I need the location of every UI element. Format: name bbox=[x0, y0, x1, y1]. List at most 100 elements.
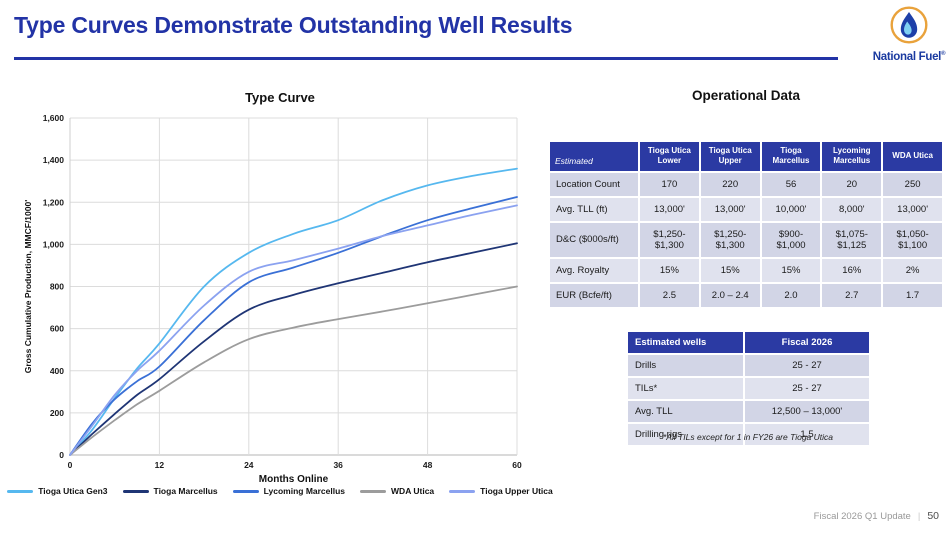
table-row: EUR (Bcfe/ft) 2.5 2.0 – 2.4 2.0 2.7 1.7 bbox=[550, 283, 942, 307]
type-curve-chart: 0 200 400 600 800 1,000 1,200 1,400 1,600 0 12 24 36… bbox=[23, 113, 522, 485]
table-row: Avg. Royalty 15% 15% 15% 16% 2% bbox=[550, 258, 942, 282]
data-cell: 1.7 bbox=[883, 283, 942, 307]
table-row: Drilling rigs 1.5 bbox=[628, 424, 869, 445]
data-cell: 16% bbox=[822, 258, 882, 282]
y-tick-label: 400 bbox=[50, 366, 64, 376]
data-cell: 2.0 bbox=[761, 283, 821, 307]
legend-line-swatch bbox=[449, 489, 476, 493]
legend-label: Lycoming Marcellus bbox=[263, 486, 346, 496]
legend-label: Tioga Marcellus bbox=[153, 486, 218, 496]
data-cell: 56 bbox=[761, 172, 821, 196]
legend-item: Tioga Upper Utica bbox=[449, 486, 553, 496]
y-tick-label: 1,200 bbox=[43, 197, 65, 207]
page-number: 50 bbox=[927, 510, 939, 522]
slide-footer: Fiscal 2026 Q1 Update | 50 bbox=[814, 510, 939, 522]
operational-data-table: Estimated Tioga Utica Lower Tioga Utica Up… bbox=[548, 140, 944, 309]
series-tioga-marcellus bbox=[69, 242, 518, 456]
data-cell: 25 - 27 bbox=[745, 378, 869, 399]
data-cell: 2.0 – 2.4 bbox=[700, 283, 760, 307]
x-tick-label: 60 bbox=[512, 460, 522, 470]
series-tioga-utica-gen3 bbox=[69, 167, 518, 456]
table-corner-label: Estimated bbox=[550, 142, 638, 171]
fiscal-header: Fiscal 2026 bbox=[745, 332, 869, 353]
x-axis-title: Months Online bbox=[259, 474, 329, 485]
y-tick-label: 1,600 bbox=[43, 113, 65, 123]
data-cell: 2.5 bbox=[640, 283, 699, 307]
row-label: Avg. TLL (ft) bbox=[550, 197, 638, 221]
data-cell: $1,075- $1,125 bbox=[822, 222, 882, 257]
chart-title: Type Curve bbox=[245, 90, 315, 105]
row-label: TILs* bbox=[628, 378, 743, 399]
legend-line-swatch bbox=[7, 489, 34, 493]
data-cell: 12,500 – 13,000' bbox=[745, 401, 869, 422]
legend-item: Tioga Marcellus bbox=[122, 486, 218, 496]
data-cell: 13,000' bbox=[700, 197, 760, 221]
y-tick-label: 200 bbox=[50, 408, 64, 418]
data-cell: 15% bbox=[761, 258, 821, 282]
data-cell: 2% bbox=[883, 258, 942, 282]
estimated-wells-table: Estimated wells Fiscal 2026 Drills 25 - 27 T… bbox=[626, 330, 871, 447]
table-row: Avg. TLL 12,500 – 13,000' bbox=[628, 401, 869, 422]
x-tick-label: 12 bbox=[155, 460, 165, 470]
y-tick-label: 0 bbox=[59, 450, 64, 460]
data-cell: 20 bbox=[822, 172, 882, 196]
data-cell: 15% bbox=[640, 258, 699, 282]
table-row: TILs* 25 - 27 bbox=[628, 378, 869, 399]
wells-header: Estimated wells bbox=[628, 332, 743, 353]
data-cell: 25 - 27 bbox=[745, 355, 869, 376]
column-header: Lycoming Marcellus bbox=[822, 142, 882, 171]
column-header: WDA Utica bbox=[883, 142, 942, 171]
series-tioga-upper-utica bbox=[69, 204, 518, 456]
data-cell: 250 bbox=[883, 172, 942, 196]
operational-data-title: Operational Data bbox=[691, 88, 801, 103]
row-label: Location Count bbox=[550, 172, 638, 196]
y-tick-label: 800 bbox=[50, 282, 64, 292]
data-cell: $900- $1,000 bbox=[761, 222, 821, 257]
table-footnote: *All TILs except for 1 in FY26 are Tioga… bbox=[663, 432, 833, 442]
row-label: Avg. Royalty bbox=[550, 258, 638, 282]
legend-label: WDA Utica bbox=[391, 486, 435, 496]
column-header: Tioga Utica Lower bbox=[640, 142, 699, 171]
legend-label: Tioga Utica Gen3 bbox=[38, 486, 108, 496]
row-label: D&C ($000s/ft) bbox=[550, 222, 638, 257]
national-fuel-flame-icon bbox=[890, 6, 928, 44]
series-wda-utica bbox=[69, 285, 518, 456]
y-tick-label: 600 bbox=[50, 324, 64, 334]
legend-line-swatch bbox=[360, 489, 387, 493]
y-tick-label: 1,000 bbox=[43, 239, 65, 249]
x-tick-label: 0 bbox=[68, 460, 73, 470]
data-cell: 13,000' bbox=[883, 197, 942, 221]
data-cell: 10,000' bbox=[761, 197, 821, 221]
row-label: Avg. TLL bbox=[628, 401, 743, 422]
chart-legend: Tioga Utica Gen3 Tioga Marcellus Lycoming … bbox=[7, 486, 553, 496]
footer-separator: | bbox=[917, 511, 921, 522]
column-header: Tioga Utica Upper bbox=[700, 142, 760, 171]
table-row: Avg. TLL (ft) 13,000' 13,000' 10,000' 8,000'… bbox=[550, 197, 942, 221]
table-row: D&C ($000s/ft) $1,250- $1,300 $1,250- $1,3… bbox=[550, 222, 942, 257]
row-label: Drills bbox=[628, 355, 743, 376]
data-cell: 2.7 bbox=[822, 283, 882, 307]
data-cell: $1,250- $1,300 bbox=[640, 222, 699, 257]
footer-label: Fiscal 2026 Q1 Update bbox=[813, 511, 911, 522]
x-tick-label: 36 bbox=[333, 460, 343, 470]
x-tick-label: 24 bbox=[244, 460, 254, 470]
row-label: Drilling rigs bbox=[628, 424, 743, 445]
legend-item: WDA Utica bbox=[360, 486, 434, 496]
data-cell: 1.5 bbox=[745, 424, 869, 445]
data-cell: $1,250- $1,300 bbox=[700, 222, 760, 257]
data-cell: 15% bbox=[700, 258, 760, 282]
data-cell: $1,050- $1,100 bbox=[883, 222, 942, 257]
data-cell: 8,000' bbox=[822, 197, 882, 221]
table-row: Location Count 170 220 56 20 250 bbox=[550, 172, 942, 196]
data-cell: 170 bbox=[640, 172, 699, 196]
title-underline bbox=[14, 57, 838, 60]
table-row: Drills 25 - 27 bbox=[628, 355, 869, 376]
series-lycoming-marcellus bbox=[69, 196, 518, 456]
y-tick-label: 1,400 bbox=[43, 155, 65, 165]
company-logo-text: National Fuel® bbox=[872, 51, 946, 63]
registered-mark: ® bbox=[941, 51, 946, 58]
legend-line-swatch bbox=[232, 489, 259, 493]
legend-line-swatch bbox=[122, 489, 149, 493]
page-title: Type Curves Demonstrate Outstanding Well… bbox=[14, 12, 573, 38]
